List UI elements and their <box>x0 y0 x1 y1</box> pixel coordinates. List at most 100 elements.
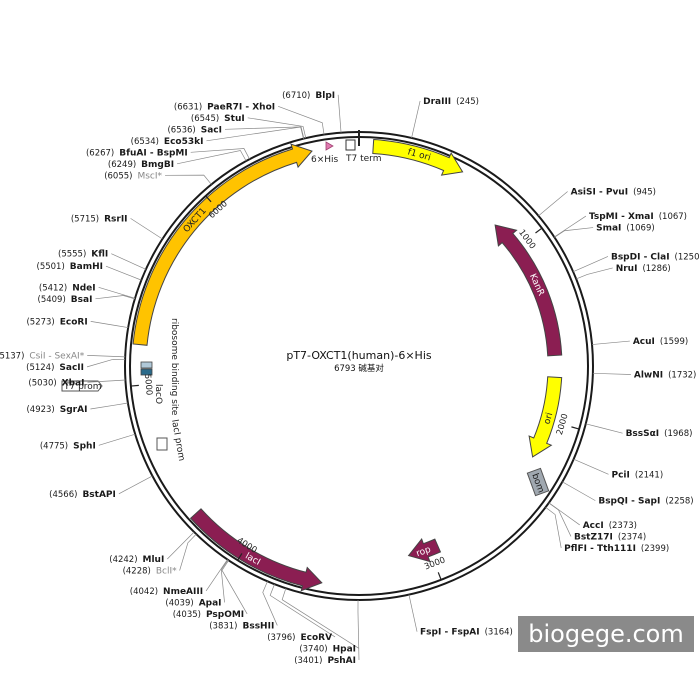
site-leader-line <box>548 502 572 537</box>
site-position: (2258) <box>665 497 693 507</box>
site-leader-line <box>205 559 228 592</box>
site-leader-line <box>98 433 136 446</box>
site-position: (3401) <box>294 656 322 666</box>
feature-arrow-oxct1 <box>132 143 313 346</box>
site-position: (5412) <box>39 283 67 293</box>
site-leader-line <box>90 402 129 410</box>
site-ecori: EcoRI <box>60 317 88 327</box>
site-position: (2399) <box>641 544 669 554</box>
site-xbai: XbaI <box>62 378 85 388</box>
watermark-logo: biogege.com <box>518 616 694 652</box>
site-acci: AccI <box>583 521 604 531</box>
site-leader-line <box>278 105 325 135</box>
plasmid-name: pT7-OXCT1(human)-6×His <box>286 349 432 362</box>
site-nrui: NruI <box>616 264 638 274</box>
tick-mark <box>535 227 543 234</box>
site-leader-line <box>224 126 305 139</box>
site-asisi-pvui: AsiSI - PvuI <box>571 187 628 197</box>
site-position: (1286) <box>642 264 670 274</box>
site-position: (3831) <box>209 621 237 631</box>
site-sgrai: SgrAI <box>60 405 88 415</box>
site-leader-line <box>220 559 229 603</box>
site-leader-line <box>247 117 307 139</box>
site-leader-line <box>111 253 147 270</box>
rbs-box <box>140 361 153 369</box>
site-position: (3796) <box>267 633 295 643</box>
site-position: (6055) <box>104 171 132 181</box>
bom-feature: bom <box>526 467 550 497</box>
tick-label: 5000 <box>142 373 154 395</box>
site-position: (945) <box>633 187 656 197</box>
site-leader-line <box>545 506 562 549</box>
site-position: (2374) <box>618 532 646 542</box>
tick-mark <box>237 553 243 561</box>
laco-label: lacO <box>153 384 163 404</box>
tick-mark <box>571 426 580 430</box>
site-position: (5137) <box>0 351 24 361</box>
site-bstz17i: BstZ17I <box>574 532 613 542</box>
site-leader-line <box>411 100 421 139</box>
site-position: (6631) <box>174 102 202 112</box>
site-position: (1599) <box>660 337 688 347</box>
site-position: (245) <box>456 97 479 107</box>
tick-label: 2000 <box>555 413 571 437</box>
site-leader-line <box>130 218 163 240</box>
site-position: (2373) <box>609 521 637 531</box>
site-csii-sexai: CsiI - SexAI* <box>29 351 84 361</box>
site-smai: SmaI <box>596 224 621 234</box>
site-position: (4923) <box>26 405 54 415</box>
site-nmeaiii: NmeAIII <box>163 587 203 597</box>
site-tspmi-xmai: TspMI - XmaI <box>589 212 654 222</box>
site-leader-line <box>90 321 129 328</box>
his-tag-label: 6×His <box>311 155 339 165</box>
site-position: (4775) <box>40 441 68 451</box>
site-leader-line <box>357 599 360 660</box>
site-leader-line <box>554 215 587 238</box>
site-position: (5555) <box>58 250 86 260</box>
t7-term-label: T7 term <box>345 154 381 164</box>
site-rsrii: RsrII <box>104 214 127 224</box>
site-bamhi: BamHI <box>70 262 103 272</box>
site-position: (2141) <box>635 470 663 480</box>
site-pcii: PciI <box>612 470 630 480</box>
site-position: (4228) <box>123 566 151 576</box>
svg-text:T7 prom: T7 prom <box>63 382 102 392</box>
site-leader-line <box>337 94 342 133</box>
site-leader-line <box>408 594 418 632</box>
t7-term-box <box>345 139 356 151</box>
site-apai: ApaI <box>199 598 222 608</box>
site-leader-line <box>592 372 631 375</box>
site-leader-line <box>95 295 135 300</box>
tick-mark <box>130 384 139 387</box>
site-draiii: DraIII <box>423 97 451 107</box>
site-leader-line <box>167 531 195 560</box>
site-fspi-fspai: FspI - FspAI <box>420 628 480 638</box>
site-bspqi-sapi: BspQI - SapI <box>598 497 660 507</box>
site-leader-line <box>554 227 594 238</box>
feature-arrow-f1-ori <box>372 138 464 176</box>
site-alwni: AlwNI <box>634 370 663 380</box>
site-leader-line <box>98 286 136 299</box>
site-bspdi-clai: BspDI - ClaI <box>611 252 670 262</box>
site-position: (1069) <box>626 224 654 234</box>
site-leader-line <box>269 584 336 638</box>
site-position: (3740) <box>299 644 327 654</box>
site-pflfi-tth111i: PflFI - Tth111I <box>564 544 636 554</box>
site-position: (5124) <box>26 363 54 373</box>
site-paer7i-xhoi: PaeR7I - XhoI <box>207 102 275 112</box>
site-leader-line <box>176 150 247 165</box>
site-position: (4242) <box>109 555 137 565</box>
feature-label-rop: rop <box>415 545 432 559</box>
site-position: (5273) <box>26 317 54 327</box>
site-position: (6536) <box>167 125 195 135</box>
site-leader-line <box>221 560 248 615</box>
site-leader-line <box>538 191 568 217</box>
tick-mark <box>205 195 212 203</box>
site-position: (4042) <box>130 587 158 597</box>
site-leader-line <box>576 267 613 280</box>
site-pspomi: PspOMI <box>206 610 244 620</box>
laci-prom-label: lacI prom <box>169 419 186 462</box>
site-position: (4566) <box>49 490 77 500</box>
site-leader-line <box>118 475 153 495</box>
site-position: (6249) <box>108 160 136 170</box>
